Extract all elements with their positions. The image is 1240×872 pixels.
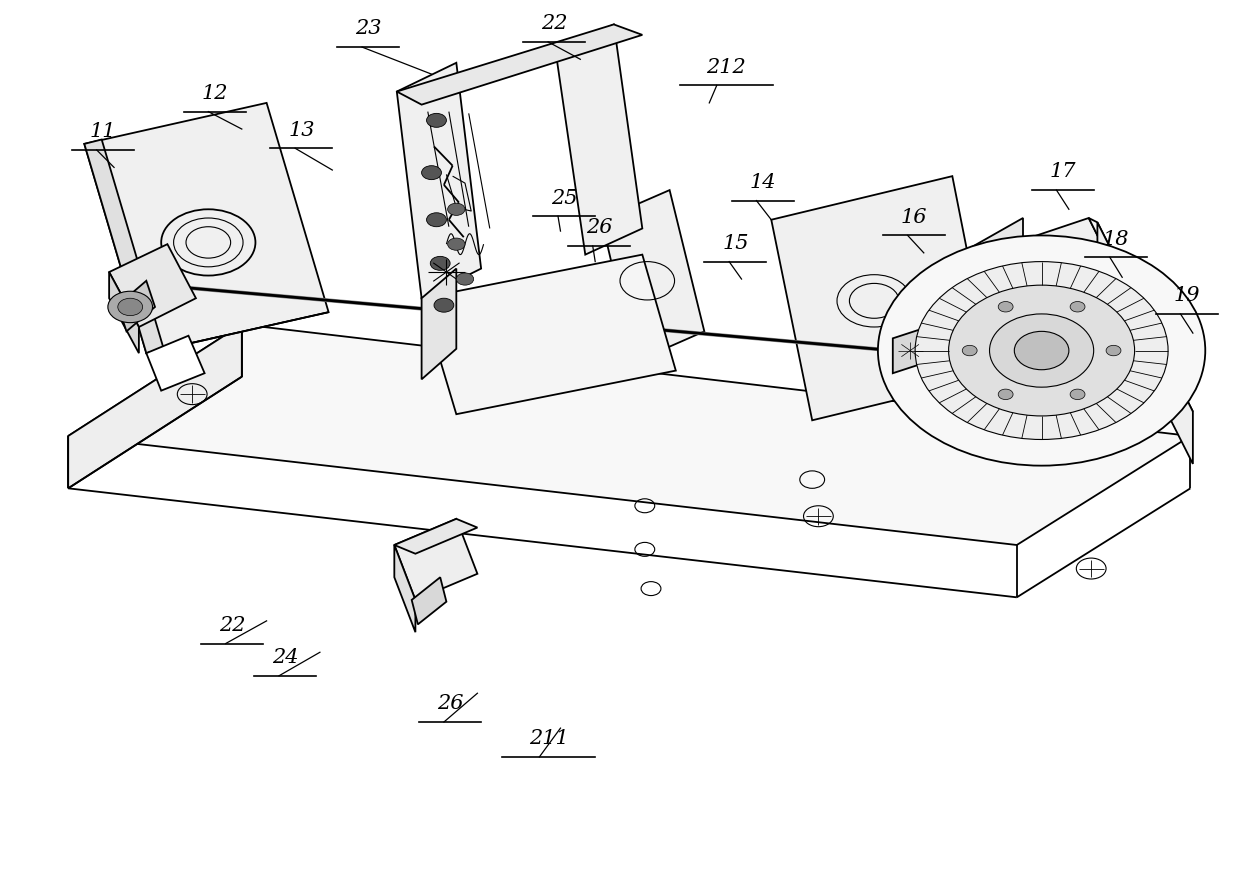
Circle shape xyxy=(998,302,1013,312)
Text: 16: 16 xyxy=(900,208,928,227)
Polygon shape xyxy=(771,176,992,420)
Polygon shape xyxy=(146,336,205,391)
Circle shape xyxy=(108,291,153,323)
Text: 14: 14 xyxy=(749,173,776,192)
Circle shape xyxy=(434,298,454,312)
Polygon shape xyxy=(397,63,481,298)
Text: 12: 12 xyxy=(201,84,228,103)
Text: 23: 23 xyxy=(355,19,382,38)
Polygon shape xyxy=(422,255,676,414)
Text: 11: 11 xyxy=(89,122,117,141)
Polygon shape xyxy=(68,324,242,488)
Circle shape xyxy=(915,262,1168,439)
Polygon shape xyxy=(893,327,928,373)
Circle shape xyxy=(998,389,1013,399)
Polygon shape xyxy=(601,190,704,362)
Text: 17: 17 xyxy=(1049,162,1076,181)
Text: 25: 25 xyxy=(551,188,578,208)
Text: 22: 22 xyxy=(218,616,246,635)
Text: 19: 19 xyxy=(1173,286,1200,305)
Polygon shape xyxy=(394,519,477,554)
Polygon shape xyxy=(118,281,155,331)
Circle shape xyxy=(430,256,450,270)
Circle shape xyxy=(427,213,446,227)
Polygon shape xyxy=(109,244,196,327)
Text: 22: 22 xyxy=(541,14,568,33)
Polygon shape xyxy=(1097,222,1193,464)
Polygon shape xyxy=(928,218,1023,388)
Polygon shape xyxy=(84,103,329,353)
Circle shape xyxy=(448,238,465,250)
Circle shape xyxy=(118,298,143,316)
Polygon shape xyxy=(928,218,1184,462)
Text: 212: 212 xyxy=(706,58,746,77)
Text: 26: 26 xyxy=(436,694,464,713)
Polygon shape xyxy=(1089,218,1193,412)
Circle shape xyxy=(422,166,441,180)
Text: 13: 13 xyxy=(288,120,315,140)
Text: 18: 18 xyxy=(1102,229,1130,249)
Circle shape xyxy=(427,113,446,127)
Polygon shape xyxy=(394,519,477,600)
Polygon shape xyxy=(68,324,1190,545)
Circle shape xyxy=(1106,345,1121,356)
Circle shape xyxy=(878,235,1205,466)
Circle shape xyxy=(448,203,465,215)
Circle shape xyxy=(990,314,1094,387)
Circle shape xyxy=(1070,302,1085,312)
Polygon shape xyxy=(109,272,139,353)
Polygon shape xyxy=(397,24,642,105)
Circle shape xyxy=(456,273,474,285)
Text: 211: 211 xyxy=(528,729,569,748)
Circle shape xyxy=(1070,389,1085,399)
Circle shape xyxy=(962,345,977,356)
Polygon shape xyxy=(556,24,642,255)
Circle shape xyxy=(1014,331,1069,370)
Text: 24: 24 xyxy=(272,648,299,667)
Polygon shape xyxy=(84,140,164,353)
Polygon shape xyxy=(412,577,446,624)
Circle shape xyxy=(949,285,1135,416)
Polygon shape xyxy=(422,269,456,379)
Polygon shape xyxy=(394,545,415,632)
Text: 15: 15 xyxy=(722,234,749,253)
Text: 26: 26 xyxy=(585,218,613,237)
